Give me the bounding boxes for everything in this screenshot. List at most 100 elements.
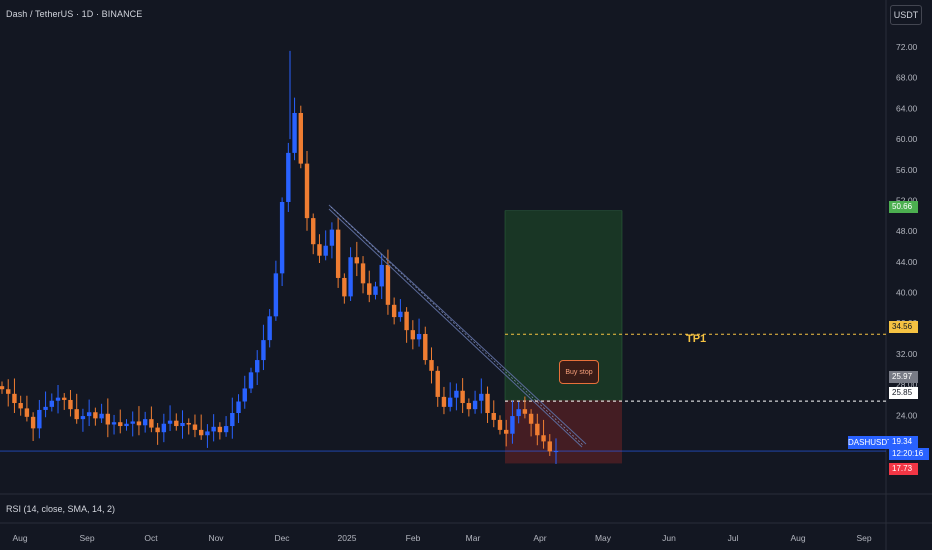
candle-body — [99, 413, 104, 419]
candle-body — [205, 431, 210, 436]
y-tick-label: 64.00 — [896, 103, 918, 113]
candle-body — [161, 423, 167, 433]
level-b-price-tag: 25.85 — [889, 387, 918, 399]
candle-body — [454, 390, 459, 398]
x-tick-label: Feb — [406, 533, 421, 543]
candle-body — [223, 426, 229, 433]
candle-body — [174, 420, 179, 427]
y-tick-label: 56.00 — [896, 165, 918, 175]
candle-body — [236, 401, 241, 414]
candle-body — [441, 396, 447, 407]
candle-body — [429, 360, 434, 371]
candle-body — [80, 416, 86, 420]
candle-body — [198, 429, 204, 436]
y-tick-label: 68.00 — [896, 73, 918, 83]
candle-body — [528, 413, 534, 424]
candle-body — [279, 201, 285, 274]
candle-body — [398, 311, 403, 318]
candle-body — [24, 408, 30, 417]
candle-body — [435, 370, 440, 397]
candle-body — [472, 400, 478, 410]
candle-body — [255, 360, 260, 373]
candle-body — [248, 372, 254, 389]
candle-body — [404, 311, 409, 331]
rsi-indicator-label[interactable]: RSI (14, close, SMA, 14, 2) — [6, 504, 116, 514]
x-tick-label: Mar — [466, 533, 481, 543]
trendline-lower — [328, 208, 583, 448]
candle-body — [68, 399, 73, 410]
candle-body — [491, 413, 496, 420]
x-tick-label: Sep — [79, 533, 94, 543]
candle-body — [93, 412, 98, 419]
candle-body — [43, 406, 48, 410]
candle-body — [55, 397, 61, 401]
candle-body — [217, 426, 223, 433]
candle-body — [286, 152, 291, 202]
candle-body — [118, 422, 123, 427]
candle-body — [423, 333, 428, 361]
candle-body — [105, 413, 111, 425]
candle-body — [348, 257, 353, 297]
candle-body — [211, 426, 216, 432]
buy-stop-label[interactable]: Buy stop — [559, 360, 599, 384]
candle-body — [6, 389, 11, 394]
candle-body — [510, 416, 515, 434]
candle-body — [391, 304, 397, 318]
candle-body — [18, 403, 23, 409]
candle-body — [180, 422, 185, 427]
candle-body — [37, 409, 42, 429]
x-tick-label: Aug — [790, 533, 805, 543]
candle-body — [86, 412, 92, 417]
tp1-label: TP1 — [686, 333, 707, 345]
candle-body — [416, 333, 422, 340]
candle-body — [30, 416, 36, 429]
x-tick-label: May — [595, 533, 612, 543]
y-tick-label: 24.00 — [896, 410, 918, 420]
candle-body — [354, 257, 360, 264]
candle-body — [261, 340, 266, 361]
candle-body — [466, 403, 472, 410]
y-tick-label: 44.00 — [896, 257, 918, 267]
candle-body — [373, 286, 378, 295]
candle-body — [124, 423, 129, 427]
candle-body — [379, 264, 384, 287]
candle-body — [342, 277, 347, 297]
candle-body — [367, 283, 372, 295]
candle-body — [535, 423, 540, 436]
candle-body — [497, 419, 503, 430]
y-tick-label: 48.00 — [896, 226, 918, 236]
candle-body — [111, 422, 117, 425]
y-tick-label: 32.00 — [896, 349, 918, 359]
x-tick-label: Dec — [274, 533, 290, 543]
candle-body — [149, 419, 154, 428]
currency-button[interactable]: USDT — [890, 5, 922, 25]
candle-body — [447, 397, 453, 407]
candle-body — [167, 420, 173, 424]
candle-body — [460, 390, 465, 404]
x-tick-label: Aug — [12, 533, 27, 543]
candle-body — [553, 451, 559, 453]
x-tick-label: Apr — [533, 533, 546, 543]
candle-body — [479, 393, 484, 401]
candle-body — [186, 422, 191, 425]
candle-body — [311, 218, 316, 245]
candle-body — [485, 393, 490, 414]
candle-body — [267, 316, 272, 341]
chart-title: Dash / TetherUS · 1D · BINANCE — [6, 9, 143, 19]
candle-body — [273, 273, 279, 317]
candle-body — [516, 409, 521, 417]
candle-body — [504, 429, 509, 434]
candle-body — [192, 424, 198, 430]
candle-body — [522, 409, 528, 414]
x-tick-label: Jun — [662, 533, 676, 543]
candle-body — [230, 413, 235, 427]
candle-body — [130, 421, 135, 424]
symbol-tag: DASHUSDT — [848, 436, 893, 449]
stop-zone — [505, 400, 622, 464]
level-a-price-tag: 25.97 — [889, 371, 918, 383]
candle-body — [323, 245, 328, 256]
candle-body — [242, 388, 247, 402]
candle-body — [329, 229, 335, 246]
y-tick-label: 60.00 — [896, 134, 918, 144]
